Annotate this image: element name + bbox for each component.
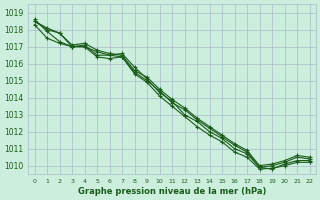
X-axis label: Graphe pression niveau de la mer (hPa): Graphe pression niveau de la mer (hPa) bbox=[78, 187, 266, 196]
